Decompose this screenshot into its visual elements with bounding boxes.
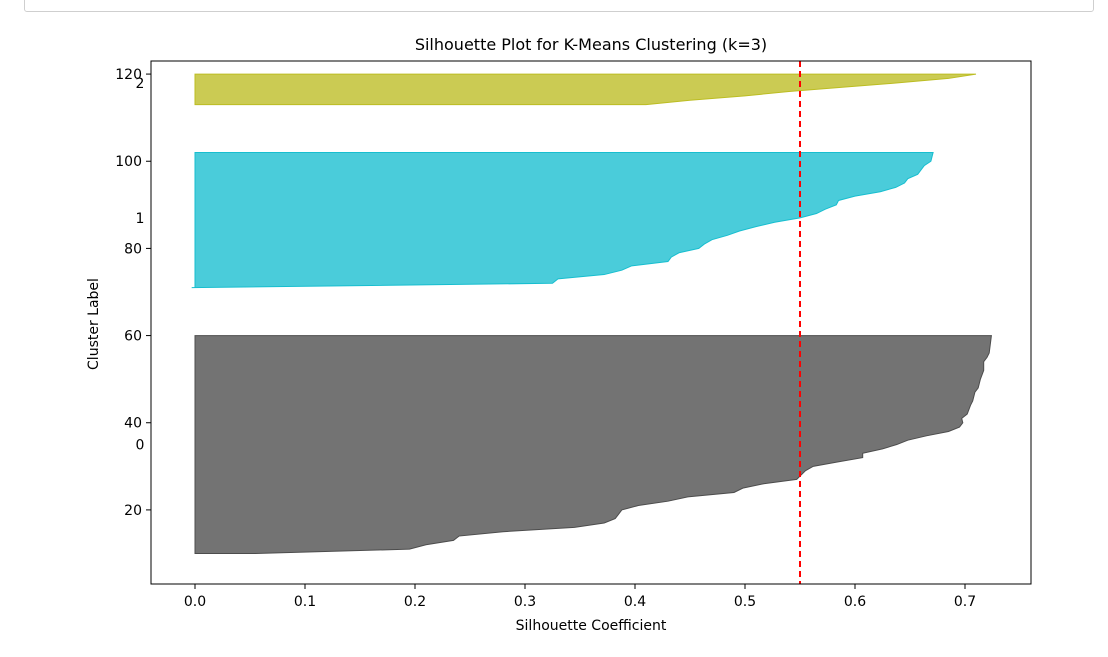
top-input-box[interactable] xyxy=(24,0,1094,12)
cluster-1-silhouette xyxy=(191,152,934,289)
cluster-label-1: 1 xyxy=(136,211,145,227)
x-tick-label: 0.7 xyxy=(954,594,976,610)
cluster-0-silhouette xyxy=(194,335,992,554)
x-tick-label: 0.1 xyxy=(294,594,316,610)
y-tick-label: 60 xyxy=(124,329,142,345)
y-tick-label: 120 xyxy=(115,67,142,83)
y-axis-label: Cluster Label xyxy=(86,278,102,370)
x-tick-label: 0.3 xyxy=(514,594,536,610)
plot-area: 0 1 2 xyxy=(136,60,1032,585)
cluster-label-0: 0 xyxy=(136,438,145,454)
plot-frame xyxy=(150,60,1032,585)
x-tick-label: 0.0 xyxy=(184,594,206,610)
chart-title: Silhouette Plot for K-Means Clustering (… xyxy=(415,35,767,54)
x-axis-label: Silhouette Coefficient xyxy=(516,618,667,634)
x-axis-ticks: 0.0 0.1 0.2 0.3 0.4 0.5 0.6 0.7 xyxy=(184,584,976,610)
x-tick-label: 0.4 xyxy=(624,594,646,610)
cluster-2-silhouette xyxy=(194,73,977,106)
y-tick-label: 40 xyxy=(124,416,142,432)
x-tick-label: 0.5 xyxy=(734,594,756,610)
cluster-label-2: 2 xyxy=(136,76,145,92)
y-tick-label: 100 xyxy=(115,154,142,170)
y-tick-label: 20 xyxy=(124,503,142,519)
x-tick-label: 0.2 xyxy=(404,594,426,610)
y-tick-label: 80 xyxy=(124,241,142,257)
x-tick-label: 0.6 xyxy=(844,594,866,610)
